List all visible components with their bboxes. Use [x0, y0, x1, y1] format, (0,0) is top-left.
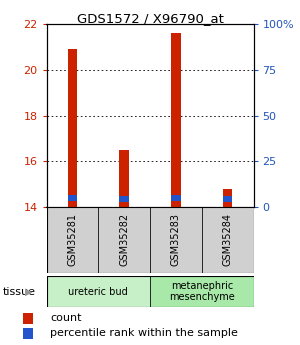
Bar [171, 195, 181, 201]
Text: count: count [50, 313, 82, 323]
Bar [150, 207, 202, 273]
Bar [68, 195, 77, 201]
Text: GSM35282: GSM35282 [119, 213, 129, 266]
Bar [119, 150, 129, 207]
Bar [171, 33, 181, 207]
Text: GSM35284: GSM35284 [223, 213, 232, 266]
Bar [119, 196, 129, 203]
Bar [23, 328, 33, 339]
Bar [150, 276, 254, 307]
Text: GSM35281: GSM35281 [68, 213, 77, 266]
Text: metanephric
mesenchyme: metanephric mesenchyme [169, 281, 235, 302]
Text: tissue: tissue [3, 287, 36, 296]
Bar [68, 49, 77, 207]
Bar [23, 313, 33, 324]
Text: percentile rank within the sample: percentile rank within the sample [50, 328, 238, 338]
Bar [223, 196, 232, 202]
Text: GDS1572 / X96790_at: GDS1572 / X96790_at [76, 12, 224, 25]
Text: ▶: ▶ [25, 287, 32, 296]
Bar [202, 207, 254, 273]
Text: ureteric bud: ureteric bud [68, 287, 128, 296]
Bar [223, 189, 232, 207]
Bar [98, 207, 150, 273]
Bar [46, 207, 98, 273]
Text: GSM35283: GSM35283 [171, 213, 181, 266]
Bar [46, 276, 150, 307]
